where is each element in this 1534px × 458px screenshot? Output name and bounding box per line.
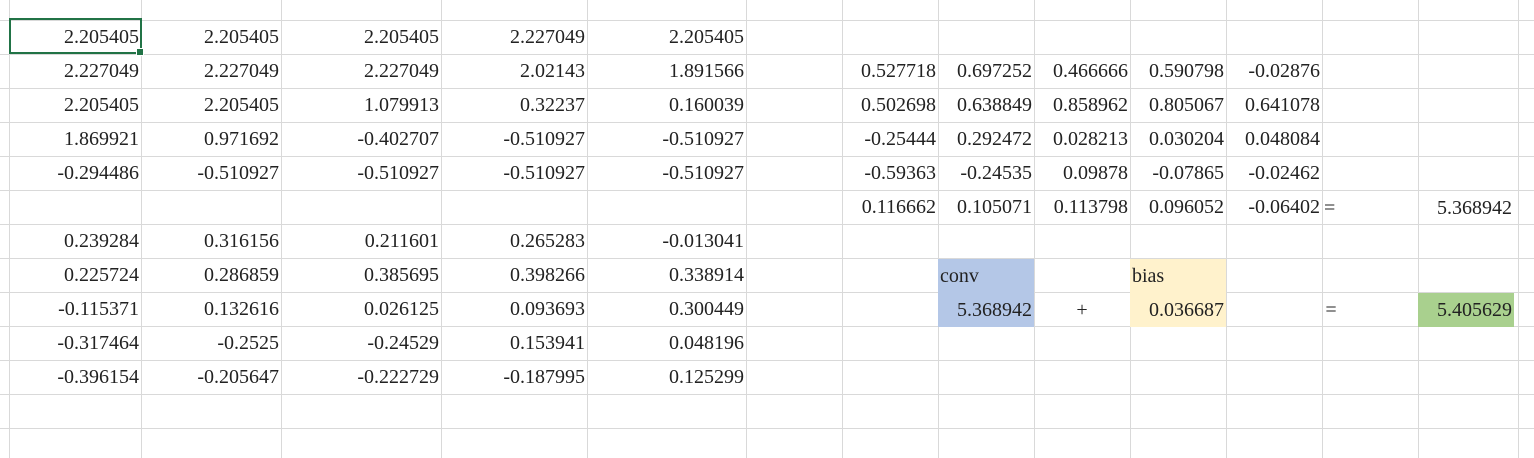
sum-equals-cell[interactable]: = — [1324, 197, 1336, 219]
product-cell-r4-c5[interactable]: -0.02462 — [1248, 162, 1320, 184]
kernel-cell-r5-c5[interactable]: 0.125299 — [669, 366, 744, 388]
product-cell-r1-c5[interactable]: -0.02876 — [1248, 60, 1320, 82]
input-cell-r1-c1[interactable]: 2.205405 — [64, 26, 139, 48]
input-cell-r5-c3[interactable]: -0.510927 — [357, 162, 439, 184]
input-cell-r3-c3[interactable]: 1.079913 — [364, 94, 439, 116]
kernel-cell-r4-c1[interactable]: -0.317464 — [57, 332, 139, 354]
product-cell-r5-c5[interactable]: -0.06402 — [1248, 196, 1320, 218]
product-cell-r1-c2[interactable]: 0.697252 — [957, 60, 1032, 82]
product-cell-r3-c2[interactable]: 0.292472 — [957, 128, 1032, 150]
input-cell-r2-c1[interactable]: 2.227049 — [64, 60, 139, 82]
kernel-cell-r3-c4[interactable]: 0.093693 — [510, 298, 585, 320]
input-cell-r1-c3[interactable]: 2.205405 — [364, 26, 439, 48]
input-cell-r4-c1[interactable]: 1.869921 — [64, 128, 139, 150]
kernel-cell-r2-c1[interactable]: 0.225724 — [64, 264, 139, 286]
input-cell-r5-c5[interactable]: -0.510927 — [662, 162, 744, 184]
result-equals-cell[interactable]: = — [1325, 299, 1337, 321]
input-cell-r5-c1[interactable]: -0.294486 — [57, 162, 139, 184]
product-cell-r1-c4[interactable]: 0.590798 — [1149, 60, 1224, 82]
input-cell-r3-c1[interactable]: 2.205405 — [64, 94, 139, 116]
kernel-cell-r1-c3[interactable]: 0.211601 — [364, 230, 439, 252]
input-cell-r2-c2[interactable]: 2.227049 — [204, 60, 279, 82]
input-cell-r4-c5[interactable]: -0.510927 — [662, 128, 744, 150]
kernel-cell-r3-c3[interactable]: 0.026125 — [364, 298, 439, 320]
result-value-cell[interactable]: 5.405629 — [1418, 293, 1514, 327]
product-cell-r1-c1[interactable]: 0.527718 — [861, 60, 936, 82]
bias-label-cell[interactable]: bias — [1130, 259, 1226, 293]
product-cell-r3-c5[interactable]: 0.048084 — [1245, 128, 1320, 150]
product-cell-r4-c2[interactable]: -0.24535 — [960, 162, 1032, 184]
bias-value-cell[interactable]: 0.036687 — [1130, 293, 1226, 327]
product-cell-r2-c2[interactable]: 0.638849 — [957, 94, 1032, 116]
product-cell-r5-c3[interactable]: 0.113798 — [1053, 196, 1128, 218]
product-cell-r2-c4[interactable]: 0.805067 — [1149, 94, 1224, 116]
kernel-cell-r3-c1[interactable]: -0.115371 — [58, 298, 139, 320]
kernel-cell-r5-c4[interactable]: -0.187995 — [503, 366, 585, 388]
input-cell-r2-c3[interactable]: 2.227049 — [364, 60, 439, 82]
kernel-cell-r1-c1[interactable]: 0.239284 — [64, 230, 139, 252]
product-cell-r2-c3[interactable]: 0.858962 — [1053, 94, 1128, 116]
conv-label-cell[interactable]: conv — [938, 259, 1034, 293]
product-cell-r3-c3[interactable]: 0.028213 — [1053, 128, 1128, 150]
product-cell-r1-c3[interactable]: 0.466666 — [1053, 60, 1128, 82]
input-cell-r4-c2[interactable]: 0.971692 — [204, 128, 279, 150]
input-cell-r2-c5[interactable]: 1.891566 — [669, 60, 744, 82]
product-cell-r4-c1[interactable]: -0.59363 — [864, 162, 936, 184]
kernel-cell-r5-c3[interactable]: -0.222729 — [357, 366, 439, 388]
input-cell-r3-c4[interactable]: 0.32237 — [520, 94, 585, 116]
product-cell-r2-c5[interactable]: 0.641078 — [1245, 94, 1320, 116]
kernel-cell-r3-c5[interactable]: 0.300449 — [669, 298, 744, 320]
input-cell-r3-c2[interactable]: 2.205405 — [204, 94, 279, 116]
kernel-cell-r4-c3[interactable]: -0.24529 — [367, 332, 439, 354]
product-cell-r5-c1[interactable]: 0.116662 — [861, 196, 936, 218]
kernel-cell-r4-c2[interactable]: -0.2525 — [217, 332, 279, 354]
product-cell-r5-c4[interactable]: 0.096052 — [1149, 196, 1224, 218]
kernel-cell-r1-c5[interactable]: -0.013041 — [662, 230, 744, 252]
input-cell-r5-c4[interactable]: -0.510927 — [503, 162, 585, 184]
input-cell-r4-c4[interactable]: -0.510927 — [503, 128, 585, 150]
kernel-cell-r1-c4[interactable]: 0.265283 — [510, 230, 585, 252]
kernel-cell-r3-c2[interactable]: 0.132616 — [204, 298, 279, 320]
kernel-cell-r2-c4[interactable]: 0.398266 — [510, 264, 585, 286]
product-cell-r4-c4[interactable]: -0.07865 — [1152, 162, 1224, 184]
kernel-cell-r4-c5[interactable]: 0.048196 — [669, 332, 744, 354]
input-cell-r5-c2[interactable]: -0.510927 — [197, 162, 279, 184]
product-cell-r2-c1[interactable]: 0.502698 — [861, 94, 936, 116]
plus-operator-cell[interactable]: + — [1076, 299, 1088, 321]
product-cell-r3-c4[interactable]: 0.030204 — [1149, 128, 1224, 150]
product-cell-r3-c1[interactable]: -0.25444 — [864, 128, 936, 150]
product-cell-r5-c2[interactable]: 0.105071 — [957, 196, 1032, 218]
kernel-cell-r2-c3[interactable]: 0.385695 — [364, 264, 439, 286]
input-cell-r1-c5[interactable]: 2.205405 — [669, 26, 744, 48]
input-cell-r1-c2[interactable]: 2.205405 — [204, 26, 279, 48]
product-cell-r4-c3[interactable]: 0.09878 — [1063, 162, 1128, 184]
kernel-cell-r2-c2[interactable]: 0.286859 — [204, 264, 279, 286]
input-cell-r3-c5[interactable]: 0.160039 — [669, 94, 744, 116]
kernel-cell-r5-c2[interactable]: -0.205647 — [197, 366, 279, 388]
input-cell-r2-c4[interactable]: 2.02143 — [520, 60, 585, 82]
input-cell-r4-c3[interactable]: -0.402707 — [357, 128, 439, 150]
kernel-cell-r4-c4[interactable]: 0.153941 — [510, 332, 585, 354]
conv-value-cell[interactable]: 5.368942 — [938, 293, 1034, 327]
sum-value-cell[interactable]: 5.368942 — [1437, 197, 1512, 219]
input-cell-r1-c4[interactable]: 2.227049 — [510, 26, 585, 48]
kernel-cell-r1-c2[interactable]: 0.316156 — [204, 230, 279, 252]
kernel-cell-r5-c1[interactable]: -0.396154 — [57, 366, 139, 388]
kernel-cell-r2-c5[interactable]: 0.338914 — [669, 264, 744, 286]
